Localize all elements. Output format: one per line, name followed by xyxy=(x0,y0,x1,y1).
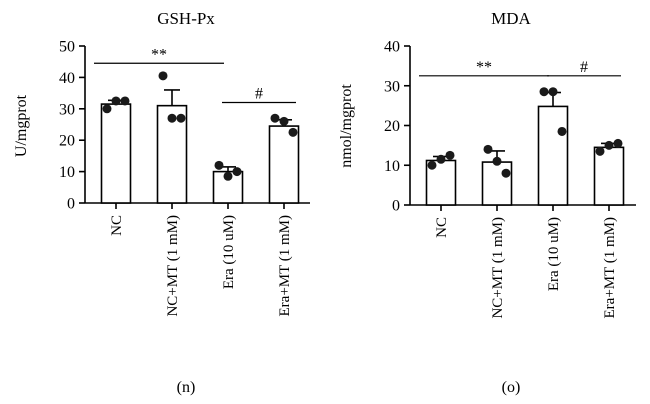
data-point xyxy=(595,146,605,156)
x-tick-label: Era (10 uM) xyxy=(546,217,562,291)
data-point xyxy=(214,160,224,170)
bar xyxy=(100,103,132,204)
y-axis-label: nmol/mgprot xyxy=(338,84,355,168)
data-point xyxy=(427,160,437,170)
data-point xyxy=(167,113,177,123)
panel-label: (n) xyxy=(177,379,196,396)
y-tick-label: 10 xyxy=(59,164,75,181)
data-point xyxy=(483,144,493,154)
y-tick-label: 0 xyxy=(67,196,75,213)
significance-marker: ** xyxy=(476,59,492,76)
x-tick-label: NC+MT (1 mM) xyxy=(165,215,181,317)
y-axis-label: U/mgprot xyxy=(13,94,30,157)
data-point xyxy=(270,113,280,123)
x-tick-label: Era+MT (1 mM) xyxy=(277,215,293,317)
panel-label: (o) xyxy=(502,379,521,396)
data-point xyxy=(279,116,289,126)
data-point xyxy=(158,71,168,81)
x-tick-label: NC+MT (1 mM) xyxy=(490,217,506,319)
y-tick-label: 10 xyxy=(384,158,400,175)
x-tick-label: NC xyxy=(434,217,450,238)
y-tick-label: 40 xyxy=(59,70,75,87)
data-point xyxy=(557,126,567,136)
data-point xyxy=(120,96,130,106)
chart-panel-gsh-px: GSH-Px U/mgprot (n) 0 10 20 30 40 50 NC NC+MT (… xyxy=(13,9,310,396)
chart-panel-mda: MDA nmol/mgprot (o) 0 10 20 30 40 NC NC+MT (1 … xyxy=(338,9,636,396)
y-tick-label: 30 xyxy=(384,78,400,95)
significance-marker: ** xyxy=(151,46,167,63)
y-tick-label: 0 xyxy=(392,198,400,215)
data-point xyxy=(539,87,549,97)
y-tick-label: 50 xyxy=(59,39,75,56)
data-point xyxy=(548,87,558,97)
y-tick-label: 20 xyxy=(59,133,75,150)
bar xyxy=(593,146,625,206)
bar xyxy=(268,125,300,204)
data-point xyxy=(613,138,623,148)
data-point xyxy=(501,168,511,178)
data-point xyxy=(436,154,446,164)
x-tick-label: NC xyxy=(109,215,125,236)
bar xyxy=(537,105,569,206)
bar xyxy=(481,161,513,206)
data-point xyxy=(445,150,455,160)
data-point xyxy=(604,140,614,150)
data-point xyxy=(288,127,298,137)
data-point xyxy=(492,156,502,166)
chart-title: MDA xyxy=(491,9,531,28)
data-point xyxy=(102,104,112,114)
x-tick-label: Era+MT (1 mM) xyxy=(602,217,618,319)
y-tick-label: 20 xyxy=(384,118,400,135)
x-tick-label: Era (10 uM) xyxy=(221,215,237,289)
data-point xyxy=(223,171,233,181)
significance-marker: # xyxy=(255,86,263,103)
y-tick-label: 40 xyxy=(384,39,400,56)
significance-marker: # xyxy=(580,59,588,76)
y-tick-label: 30 xyxy=(59,101,75,118)
data-point xyxy=(176,113,186,123)
chart-title: GSH-Px xyxy=(157,9,215,28)
data-point xyxy=(111,96,121,106)
data-point xyxy=(232,167,242,177)
